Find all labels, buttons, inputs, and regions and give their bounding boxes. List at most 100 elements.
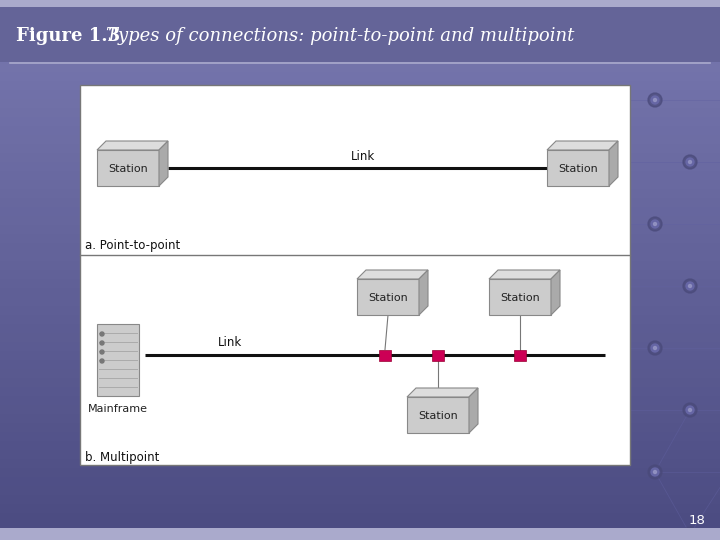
Bar [0,0,720,7]
Circle shape [573,217,587,231]
Polygon shape [469,388,478,433]
Circle shape [236,406,244,414]
Circle shape [458,155,472,169]
Circle shape [163,408,166,411]
Circle shape [158,403,172,417]
Circle shape [100,359,104,363]
Circle shape [611,282,619,290]
Circle shape [573,341,587,355]
Bar [0,369,720,379]
Bar [0,45,720,55]
Circle shape [464,285,467,287]
Circle shape [423,93,437,107]
Bar [0,207,720,217]
Circle shape [236,158,244,166]
Circle shape [204,98,207,102]
Circle shape [238,408,241,411]
Bar [0,522,720,532]
Bar [0,324,720,334]
Bar [0,0,720,10]
Text: Figure 1.3: Figure 1.3 [16,27,120,45]
Bar [0,486,720,496]
Bar [0,18,720,28]
Bar [0,342,720,352]
Circle shape [498,217,512,231]
Text: Station: Station [500,293,540,303]
Text: 18: 18 [688,514,706,526]
Circle shape [683,527,697,540]
Circle shape [83,155,97,169]
Bar [0,378,720,388]
Circle shape [128,98,132,102]
Circle shape [683,155,697,169]
Circle shape [354,222,356,226]
Circle shape [158,279,172,293]
Circle shape [578,222,582,226]
Circle shape [163,160,166,164]
Bar [0,234,720,244]
Circle shape [539,160,541,164]
Circle shape [198,217,212,231]
Circle shape [423,341,437,355]
Circle shape [686,158,694,166]
Circle shape [428,222,431,226]
Circle shape [198,341,212,355]
Circle shape [651,468,659,476]
Circle shape [238,160,241,164]
Polygon shape [97,141,168,150]
Bar [0,297,720,307]
Bar [0,423,720,433]
Bar [0,450,720,460]
Circle shape [651,220,659,228]
Text: b. Multipoint: b. Multipoint [85,450,159,463]
Circle shape [688,285,691,287]
Bar [0,459,720,469]
Circle shape [426,220,434,228]
Circle shape [533,403,547,417]
Circle shape [276,220,284,228]
Circle shape [611,158,619,166]
Text: Link: Link [351,150,375,163]
Circle shape [654,347,657,349]
Circle shape [123,341,137,355]
Circle shape [613,160,616,164]
Circle shape [161,282,169,290]
Circle shape [233,403,247,417]
Circle shape [651,96,659,104]
Circle shape [279,98,282,102]
Circle shape [233,155,247,169]
Circle shape [389,408,392,411]
Circle shape [351,220,359,228]
Circle shape [683,403,697,417]
Text: a. Point-to-point: a. Point-to-point [85,239,180,252]
Circle shape [308,279,322,293]
Circle shape [688,160,691,164]
Bar [0,117,720,127]
Circle shape [313,285,317,287]
Bar [0,432,720,442]
Circle shape [688,532,691,536]
Circle shape [83,279,97,293]
Circle shape [354,347,356,349]
Circle shape [201,96,209,104]
Circle shape [158,155,172,169]
Circle shape [464,408,467,411]
Text: Station: Station [418,411,458,421]
Bar [0,441,720,451]
Circle shape [311,406,319,414]
Text: Station: Station [368,293,408,303]
Circle shape [539,285,541,287]
Circle shape [458,403,472,417]
Bar [547,150,609,186]
Circle shape [389,285,392,287]
Circle shape [386,282,394,290]
Circle shape [498,341,512,355]
Circle shape [198,93,212,107]
Text: Link: Link [218,335,242,348]
Bar [0,153,720,163]
Circle shape [613,408,616,411]
Bar [0,72,720,82]
Text: Mainframe: Mainframe [88,404,148,414]
Circle shape [498,93,512,107]
Bar [0,528,720,540]
